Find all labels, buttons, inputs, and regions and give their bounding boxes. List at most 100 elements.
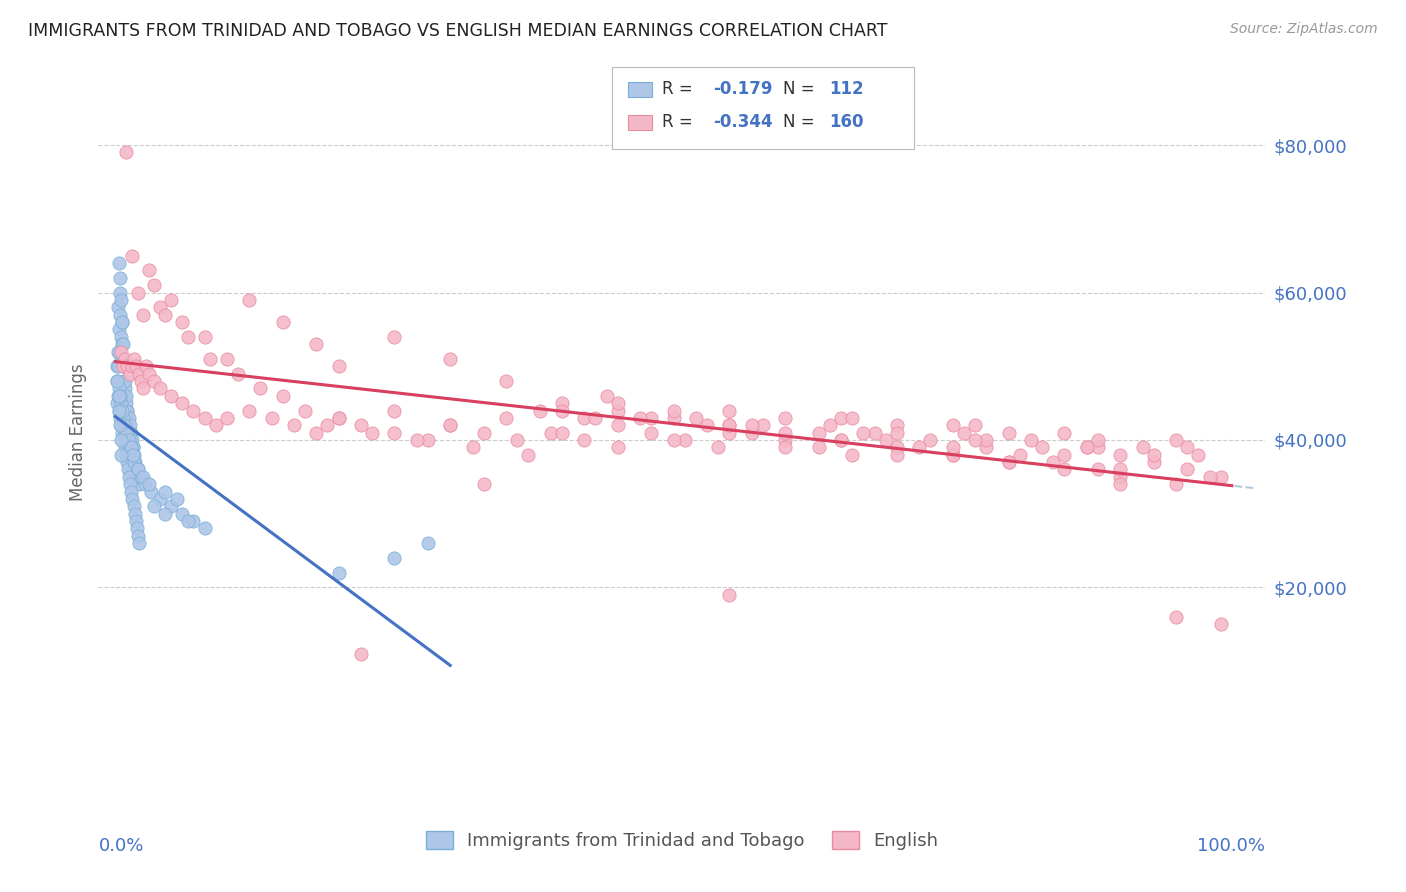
Point: [361, 425, 384, 440]
Point: [110, 293, 132, 307]
Point: [1209, 470, 1232, 484]
Point: [204, 418, 226, 433]
Point: [416, 433, 439, 447]
Point: [114, 381, 136, 395]
Point: [114, 425, 136, 440]
Point: [852, 425, 875, 440]
Point: [115, 425, 138, 440]
Point: [111, 359, 134, 374]
Point: [574, 433, 596, 447]
Point: [121, 448, 143, 462]
Point: [108, 285, 131, 300]
Point: [124, 455, 146, 469]
Point: [193, 521, 215, 535]
Point: [271, 315, 294, 329]
Point: [495, 374, 517, 388]
Point: [155, 507, 177, 521]
Point: [741, 418, 763, 433]
Point: [117, 433, 139, 447]
Point: [117, 410, 139, 425]
Point: [122, 448, 145, 462]
Point: [1076, 441, 1098, 455]
Point: [127, 462, 149, 476]
Point: [773, 410, 796, 425]
Point: [120, 441, 142, 455]
Point: [807, 441, 830, 455]
Point: [118, 441, 141, 455]
Point: [886, 448, 908, 462]
Point: [120, 433, 142, 447]
Point: [1143, 455, 1166, 469]
Text: R =: R =: [662, 113, 693, 131]
Point: [974, 441, 997, 455]
Point: [472, 425, 495, 440]
Point: [111, 337, 134, 351]
Point: [830, 433, 852, 447]
Point: [963, 433, 986, 447]
Point: [127, 285, 149, 300]
Point: [908, 441, 931, 455]
Point: [118, 470, 141, 484]
Point: [112, 389, 135, 403]
Point: [127, 470, 149, 484]
Point: [117, 462, 139, 476]
Point: [127, 529, 149, 543]
Point: [117, 359, 139, 374]
Point: [942, 448, 965, 462]
Text: 0.0%: 0.0%: [98, 838, 143, 855]
Point: [773, 441, 796, 455]
Point: [132, 308, 155, 322]
Point: [118, 448, 141, 462]
Point: [886, 418, 908, 433]
Point: [107, 359, 129, 374]
Point: [997, 425, 1019, 440]
Point: [107, 300, 129, 314]
Point: [108, 308, 131, 322]
Point: [107, 381, 129, 395]
Point: [111, 315, 134, 329]
Point: [1053, 425, 1076, 440]
Point: [1109, 448, 1132, 462]
Point: [640, 425, 662, 440]
Point: [1109, 462, 1132, 476]
Point: [1087, 433, 1109, 447]
Point: [540, 425, 562, 440]
Point: [108, 410, 131, 425]
Point: [215, 410, 238, 425]
Point: [110, 351, 132, 366]
Point: [122, 351, 145, 366]
Point: [114, 441, 136, 455]
Point: [125, 359, 148, 374]
Point: [841, 448, 863, 462]
Point: [963, 418, 986, 433]
Point: [115, 145, 138, 160]
Point: [128, 477, 150, 491]
Point: [120, 484, 142, 499]
Point: [115, 425, 138, 440]
Point: [886, 425, 908, 440]
Point: [110, 433, 132, 447]
Point: [114, 448, 136, 462]
Point: [551, 403, 574, 417]
Point: [149, 491, 172, 506]
Point: [773, 425, 796, 440]
Point: [773, 433, 796, 447]
Point: [529, 403, 551, 417]
Point: [1175, 441, 1198, 455]
Point: [294, 403, 316, 417]
Point: [111, 403, 134, 417]
Point: [134, 477, 156, 491]
Text: R =: R =: [662, 80, 693, 98]
Point: [942, 418, 965, 433]
Point: [115, 410, 138, 425]
Point: [439, 418, 461, 433]
Point: [135, 359, 157, 374]
Point: [127, 462, 149, 476]
Point: [107, 344, 129, 359]
Point: [1042, 455, 1064, 469]
Point: [495, 410, 517, 425]
Point: [108, 389, 131, 403]
Point: [830, 410, 852, 425]
Point: [1087, 441, 1109, 455]
Point: [118, 425, 141, 440]
